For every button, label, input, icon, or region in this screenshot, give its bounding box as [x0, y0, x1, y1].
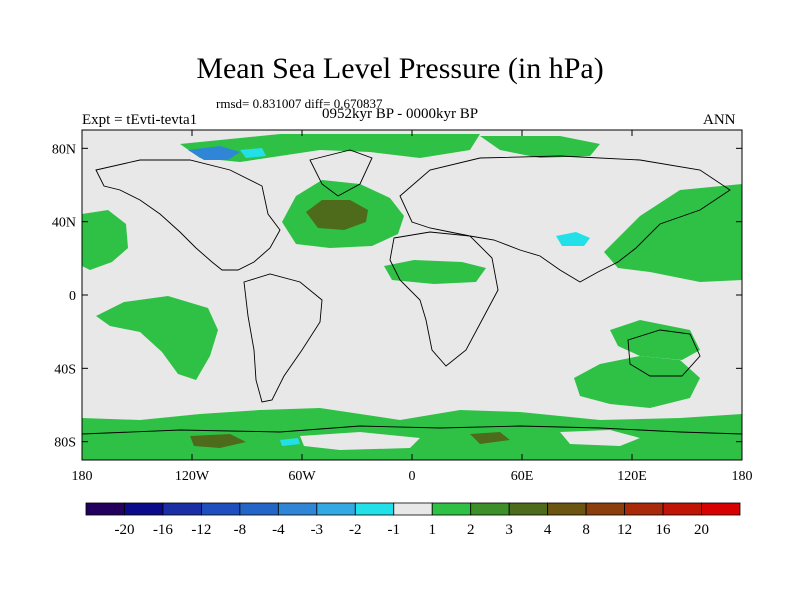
y-tick-label: 80S [54, 436, 76, 451]
colorbar-swatch [431, 502, 472, 516]
greenland-coast [309, 149, 373, 197]
x-tick-label: 120W [175, 469, 210, 484]
colorbar-label: -16 [153, 522, 173, 538]
colorbar-label: 2 [467, 522, 475, 538]
pressure-anomaly-fields [82, 134, 742, 460]
y-tick-label: 40N [52, 216, 76, 231]
y-tick-label: 80N [52, 142, 76, 157]
colorbar-label: 3 [505, 522, 513, 538]
arctic-east-region [480, 136, 600, 158]
y-tick-label: 40S [54, 362, 76, 377]
colorbar-swatch [85, 502, 125, 516]
eurasia-coast [399, 155, 731, 283]
season-label: ANN [703, 112, 736, 128]
colorbar-label: -1 [388, 522, 401, 538]
x-tick-label: 180 [732, 469, 753, 484]
north-africa-anomaly [384, 260, 486, 284]
antarctic-gap-2 [560, 430, 640, 446]
colorbar-swatch [354, 502, 395, 516]
colorbar-swatch [547, 502, 587, 516]
africa-coast [389, 231, 499, 367]
x-tick-label: 120E [617, 469, 647, 484]
colorbar-swatch [701, 502, 741, 516]
colorbar-label: -12 [191, 522, 211, 538]
x-tick-label: 60W [288, 469, 316, 484]
colorbar-swatch [201, 502, 241, 516]
colorbar-label: -3 [311, 522, 324, 538]
x-tick-label: 60E [511, 469, 534, 484]
colorbar-swatch [277, 502, 318, 516]
antarctic-gap-1 [300, 432, 420, 450]
colorbar-swatch [508, 502, 549, 516]
south-america-coast [243, 273, 323, 403]
colorbar: -20 -16 -12 -8 -4 -3 -2 -1 1 2 3 4 8 12 16 20 [85, 502, 741, 538]
experiment-label: Expt = tEvti-tevta1 [82, 112, 198, 128]
x-axis: 180 120W 60W 0 60E 120E 180 [72, 130, 753, 484]
tibet-negative [556, 232, 590, 246]
australia-coast [627, 329, 701, 377]
colorbar-label: 20 [694, 522, 709, 538]
colorbar-label: 8 [582, 522, 590, 538]
ocean-background [82, 130, 742, 460]
plot-title: Mean Sea Level Pressure (in hPa) [196, 52, 604, 85]
australia-region-anomaly [610, 320, 700, 360]
stats-label: rmsd= 0.831007 diff= 0.670837 [216, 96, 383, 111]
colorbar-label: -8 [234, 522, 247, 538]
y-tick-label: 0 [69, 289, 76, 304]
antarctica-coast [81, 425, 743, 435]
y-axis: 80N 40N 0 40S 80S [52, 142, 742, 451]
colorbar-swatch [162, 502, 202, 516]
south-pacific-anomaly [96, 296, 218, 380]
north-atlantic-core [306, 200, 368, 230]
west-pacific-anomaly [604, 184, 742, 282]
colorbar-swatch [393, 502, 433, 516]
colorbar-label: 12 [617, 522, 632, 538]
x-tick-label: 180 [72, 469, 93, 484]
colorbar-swatch [585, 502, 625, 516]
coastlines [81, 149, 743, 435]
colorbar-label: 16 [656, 522, 672, 538]
greenland-light-negative [240, 148, 266, 158]
antarctic-negative [280, 438, 300, 446]
colorbar-label: -4 [272, 522, 285, 538]
north-america-coast [95, 159, 281, 271]
southern-ocean-anomaly [82, 408, 742, 460]
north-pacific-east-anomaly [82, 210, 128, 270]
colorbar-swatch [316, 502, 356, 516]
colorbar-swatch [470, 502, 510, 516]
south-indian-anomaly [574, 356, 700, 408]
antarctic-core-1 [190, 434, 246, 448]
greenland-negative-region [188, 146, 240, 160]
colorbar-swatch [124, 502, 164, 516]
colorbar-label: -20 [114, 522, 134, 538]
colorbar-label: 1 [428, 522, 436, 538]
colorbar-swatch [624, 502, 664, 516]
colorbar-label: 4 [544, 522, 552, 538]
x-tick-label: 0 [409, 469, 416, 484]
colorbar-label: -2 [349, 522, 362, 538]
period-label: 0952kyr BP - 0000kyr BP [322, 106, 479, 122]
antarctic-core-2 [470, 432, 510, 444]
colorbar-swatch [662, 502, 702, 516]
colorbar-swatch [239, 502, 279, 516]
